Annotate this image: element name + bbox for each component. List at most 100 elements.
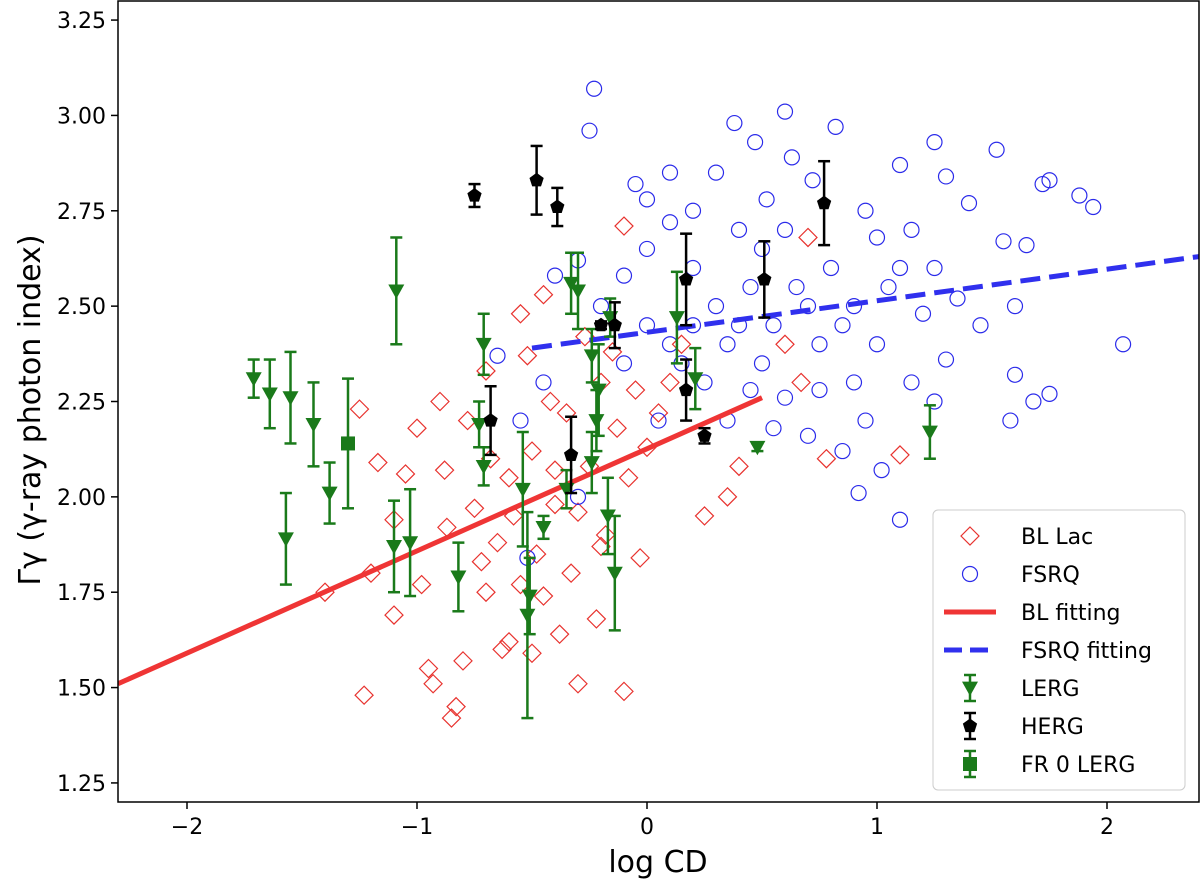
circle-marker [638,240,656,258]
circle-marker [891,259,909,277]
circle-marker [730,221,748,238]
triangle-marker [588,414,605,429]
y-tick-label: 1.75 [57,581,106,606]
triangle-marker [668,311,685,326]
diamond-marker [533,284,554,305]
triangle-marker [514,482,531,498]
y-tick-label: 3.00 [57,104,106,129]
circle-marker [799,298,817,315]
y-tick-label: 1.25 [57,772,106,797]
circle-marker [592,298,610,315]
circle-marker [627,175,644,193]
circle-marker [753,355,771,372]
circle-marker [903,374,920,391]
legend-label: LERG [1021,677,1080,702]
circle-marker [1041,172,1058,189]
circle-marker [753,240,771,258]
circle-marker [1025,393,1042,410]
circle-marker [1002,412,1019,429]
circle-marker [615,355,633,372]
circle-marker [765,420,782,437]
diamond-marker [423,673,443,694]
circle-marker [873,462,890,479]
diamond-marker [476,582,496,603]
circle-marker [661,214,679,231]
circle-marker [1006,366,1024,383]
diamond-marker [890,445,910,465]
circle-marker [799,427,817,444]
legend-label: BL Lac [1021,525,1093,550]
triangle-marker [471,417,488,433]
diamond-marker [791,372,811,393]
diamond-marker [522,441,542,461]
circle-marker [684,202,702,219]
circle-marker [811,381,828,399]
triangle-marker [305,417,322,433]
diamond-marker [625,380,646,400]
square-marker [963,757,977,771]
y-tick-label: 2.25 [57,391,106,416]
circle-marker [995,233,1012,250]
diamond-marker [568,673,588,694]
triangle-marker [261,387,278,402]
diamond-marker [595,525,616,545]
diamond-marker [471,551,492,572]
diamond-marker [418,658,439,679]
circle-marker [726,114,743,132]
diamond-marker [368,452,388,473]
circle-marker [850,484,867,502]
pentagon-marker [607,317,622,332]
circle-marker [569,488,587,505]
circle-marker [707,164,725,181]
diamond-marker [556,403,577,423]
triangle-marker [521,589,538,605]
triangle-marker [563,276,580,292]
circle-marker [961,565,979,583]
diamond-marker [476,361,496,381]
circle-marker [1006,298,1024,315]
diamond-marker [499,631,519,652]
pentagon-marker [529,172,544,187]
triangle-marker [921,425,938,441]
diamond-marker [446,696,466,717]
circle-marker [937,351,955,368]
legend-label: BL fitting [1021,601,1120,626]
diamond-marker [510,303,531,324]
circle-marker [581,122,598,139]
triangle-marker [475,337,492,353]
circle-marker [1018,237,1035,254]
triangle-marker [402,536,419,551]
legend: BL Lac FSRQ BL fitting FSRQ fitting LERG HERG… [932,509,1186,791]
circle-marker [880,278,897,296]
pentagon-marker [483,413,498,427]
circle-marker [868,336,886,353]
diamond-marker [522,643,542,664]
circle-marker [742,278,759,296]
circle-marker [914,305,932,322]
circle-marker [903,221,920,238]
triangle-marker [388,284,405,299]
fit-line [531,254,1199,351]
circle-marker [776,103,794,120]
diamond-marker [395,464,416,484]
circle-marker [776,389,794,406]
circle-marker [949,290,966,307]
circle-marker [926,393,943,410]
circle-marker [960,195,978,212]
circle-marker [868,229,886,246]
x-tick-label: 0 [640,815,654,840]
triangle-marker [606,566,623,582]
pentagon-marker [678,382,694,397]
circle-marker [776,221,794,238]
diamond-marker [660,372,680,393]
diamond-marker [816,448,837,469]
circle-marker [489,347,506,364]
diamond-marker [464,498,485,519]
x-tick-label: 2 [1100,815,1114,840]
triangle-marker [749,440,766,456]
pentagon-marker [757,271,772,286]
circle-marker [615,267,633,284]
circle-marker [804,172,821,189]
triangle-marker [519,608,536,624]
pentagon-marker [697,428,712,442]
